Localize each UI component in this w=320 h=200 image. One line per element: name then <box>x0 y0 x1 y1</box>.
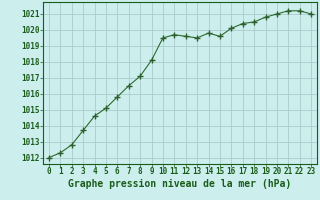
X-axis label: Graphe pression niveau de la mer (hPa): Graphe pression niveau de la mer (hPa) <box>68 179 292 189</box>
